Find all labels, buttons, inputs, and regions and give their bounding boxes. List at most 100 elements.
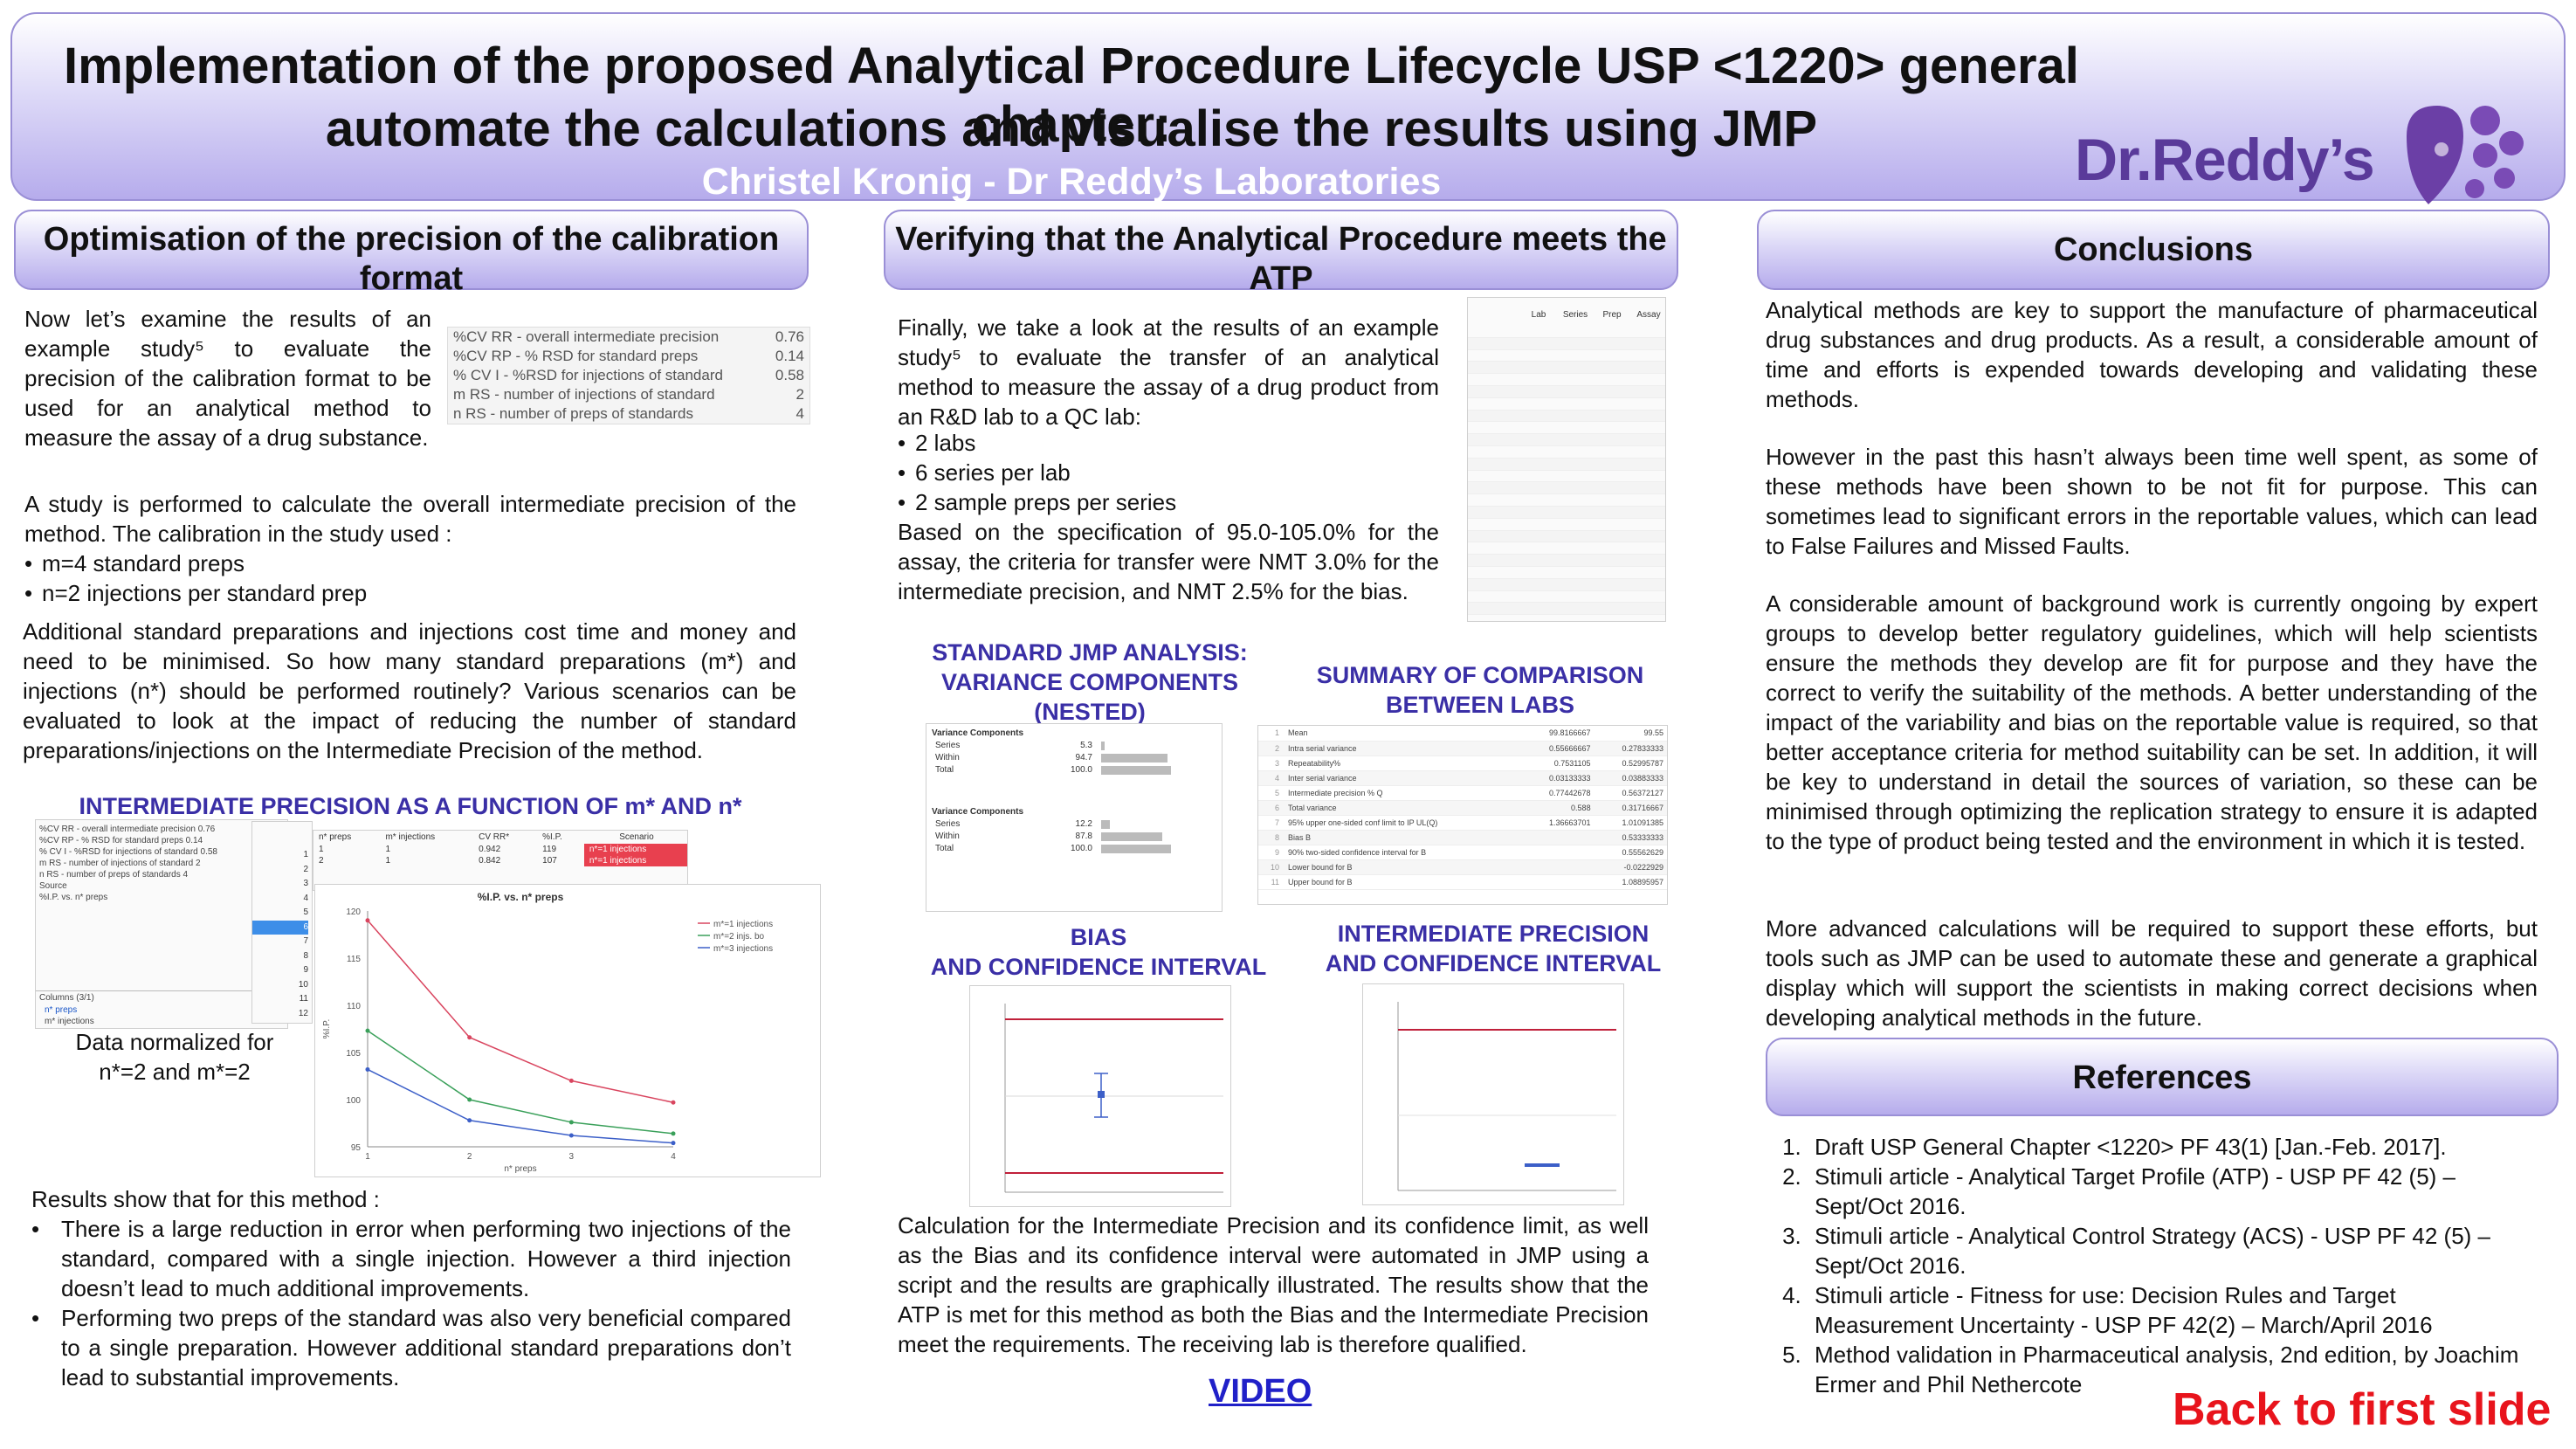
normalized-note: Data normalized for n*=2 and m*=2	[52, 1027, 297, 1087]
jmp-data-table: n* preps m* injections CV RR* %I.P. Scenario…	[313, 830, 688, 891]
transfer-row	[1468, 434, 1665, 446]
ip-ci-graph-svg	[1397, 1002, 1616, 1191]
variance-bar	[1101, 754, 1167, 762]
transfer-col-header[interactable]: Series	[1562, 310, 1588, 320]
jmp-row-number[interactable]: 4	[303, 893, 308, 903]
summary-row-number: 9	[1274, 847, 1279, 857]
variance-source: Total	[935, 765, 954, 775]
jmp-col-header[interactable]: Scenario	[619, 832, 654, 842]
logo-wordmark: Dr.Reddy’s	[2075, 127, 2375, 193]
study-bullet: n=2 injections per standard prep	[24, 578, 796, 608]
transfer-row	[1468, 398, 1665, 411]
data-point	[671, 1131, 676, 1136]
variance-source: Series	[935, 819, 961, 829]
jmp-analysis-heading: STANDARD JMP ANALYSIS: VARIANCE COMPONEN…	[932, 639, 1248, 725]
jmp-cell: 0.842	[479, 856, 501, 866]
jmp-row-number[interactable]: 7	[303, 936, 308, 946]
transfer-row	[1468, 494, 1665, 507]
transfer-row	[1468, 482, 1665, 495]
reference-item: Stimuli article - Analytical Target Prof…	[1808, 1162, 2538, 1221]
summary-value: 0.58	[775, 367, 804, 383]
transfer-row	[1468, 506, 1665, 519]
data-point	[671, 1141, 676, 1146]
jmp-panel-item: %CV RR - overall intermediate precision …	[39, 825, 216, 834]
variance-bar	[1101, 845, 1171, 853]
legend-label: m*=2 injs. bo	[713, 932, 765, 942]
jmp-row-number[interactable]: 6	[252, 920, 308, 935]
jmp-row-number[interactable]: 3	[303, 879, 308, 888]
section-heading-references: References	[1766, 1038, 2559, 1116]
y-tick-label: 120	[346, 907, 361, 917]
data-point	[467, 1035, 472, 1040]
reference-item: Draft USP General Chapter <1220> PF 43(1…	[1808, 1132, 2538, 1162]
series-line	[367, 1030, 674, 1135]
jmp-col-header[interactable]: %I.P.	[542, 832, 562, 842]
summary-row-number: 10	[1270, 862, 1279, 872]
summary-row-number: 4	[1274, 773, 1279, 783]
summary-value: 0.76	[775, 328, 804, 345]
data-point	[568, 1078, 574, 1083]
summary-row-number: 5	[1274, 788, 1279, 797]
summary-calculation: 95% upper one-sided conf limit to IP UL(…	[1288, 818, 1438, 827]
summary-calculation: Lower bound for B	[1288, 862, 1353, 872]
variance-percent: 94.7	[1075, 753, 1092, 762]
y-tick-label: 95	[351, 1143, 362, 1153]
variance-bar	[1101, 742, 1105, 750]
spacer	[932, 855, 1220, 885]
transfer-col-header[interactable]: Assay	[1636, 310, 1661, 320]
jmp-row-number[interactable]: 8	[303, 950, 308, 961]
jmp-column-item[interactable]: m* injections	[45, 1017, 94, 1026]
jmp-panel-item: m RS - number of injections of standard …	[39, 859, 201, 868]
jmp-row-number[interactable]: 9	[303, 965, 308, 975]
jmp-col-header[interactable]: CV RR*	[479, 832, 510, 842]
data-point	[365, 1028, 370, 1033]
x-tick-label: 1	[365, 1152, 370, 1162]
transfer-row	[1468, 350, 1665, 362]
variance-row: Total 100.0	[932, 843, 1220, 855]
variance-percent: 100.0	[1070, 765, 1092, 775]
atp-conclusion: Calculation for the Intermediate Precisi…	[898, 1212, 1649, 1357]
transfer-row	[1468, 530, 1665, 543]
jmp-panel-item: %I.P. vs. n* preps	[39, 893, 108, 902]
section-heading-conclusions: Conclusions	[1757, 210, 2550, 290]
summary-comparison-row: 1 Mean 99.8166667 99.55	[1258, 726, 1667, 741]
summary-comparison-row: 2 Intra serial variance 0.55666667 0.278333…	[1258, 741, 1667, 756]
summary-calculation: 90% two-sided confidence interval for B	[1288, 847, 1427, 857]
jmp-col-header[interactable]: m* injections	[385, 832, 436, 842]
summary-lab1-value: 0.03133333	[1549, 773, 1591, 783]
transfer-row	[1468, 542, 1665, 555]
jmp-cell: 2	[319, 856, 324, 866]
transfer-col-header[interactable]: Prep	[1602, 310, 1622, 320]
jmp-row-number[interactable]: 12	[298, 1008, 308, 1018]
transfer-col-header[interactable]: Lab	[1531, 310, 1546, 320]
jmp-cell: 107	[542, 856, 557, 866]
reference-item: Stimuli article - Fitness for use: Decis…	[1808, 1280, 2538, 1340]
ip-chart-heading: INTERMEDIATE PRECISION AS A FUNCTION OF …	[79, 793, 742, 819]
jmp-row-number[interactable]: 1	[303, 850, 308, 859]
jmp-row-number[interactable]: 10	[298, 979, 308, 990]
variance-row: Within 87.8	[932, 831, 1220, 843]
jmp-row-number[interactable]: 11	[299, 994, 308, 1004]
references-list: Draft USP General Chapter <1220> PF 43(1…	[1766, 1132, 2538, 1399]
transfer-row	[1468, 337, 1665, 350]
summary-lab1-value: 0.77442678	[1549, 788, 1591, 797]
summary-calculation: Repeatability%	[1288, 758, 1341, 768]
jmp-row-number[interactable]: 5	[303, 907, 308, 917]
summary-lab1-value: 0.7531105	[1553, 758, 1591, 768]
jmp-col-header[interactable]: n* preps	[319, 832, 352, 842]
jmp-column-item[interactable]: n* preps	[45, 1005, 78, 1015]
jmp-row-number[interactable]: 2	[303, 864, 308, 874]
back-to-first-slide-link[interactable]: Back to first slide	[2173, 1384, 2552, 1435]
bias-heading: BIAS AND CONFIDENCE INTERVAL	[915, 922, 1282, 982]
variance-percent: 5.3	[1080, 741, 1092, 750]
poster-title-line1: Implementation of the proposed Analytica…	[64, 38, 2079, 153]
summary-row: %CV RR - overall intermediate precision 0…	[448, 328, 809, 347]
variance-row: Total 100.0	[932, 764, 1220, 776]
summary-lab2-value: 0.52995787	[1622, 758, 1663, 768]
variance-percent: 100.0	[1070, 844, 1092, 853]
normalized-note-line1: Data normalized for	[75, 1029, 274, 1055]
jmp-columns-header: Columns (3/1)	[39, 993, 94, 1003]
jmp-panel-item: %CV RP - % RSD for standard preps 0.14	[39, 836, 203, 845]
video-link[interactable]: VIDEO	[1209, 1373, 1312, 1410]
transfer-row	[1468, 446, 1665, 459]
